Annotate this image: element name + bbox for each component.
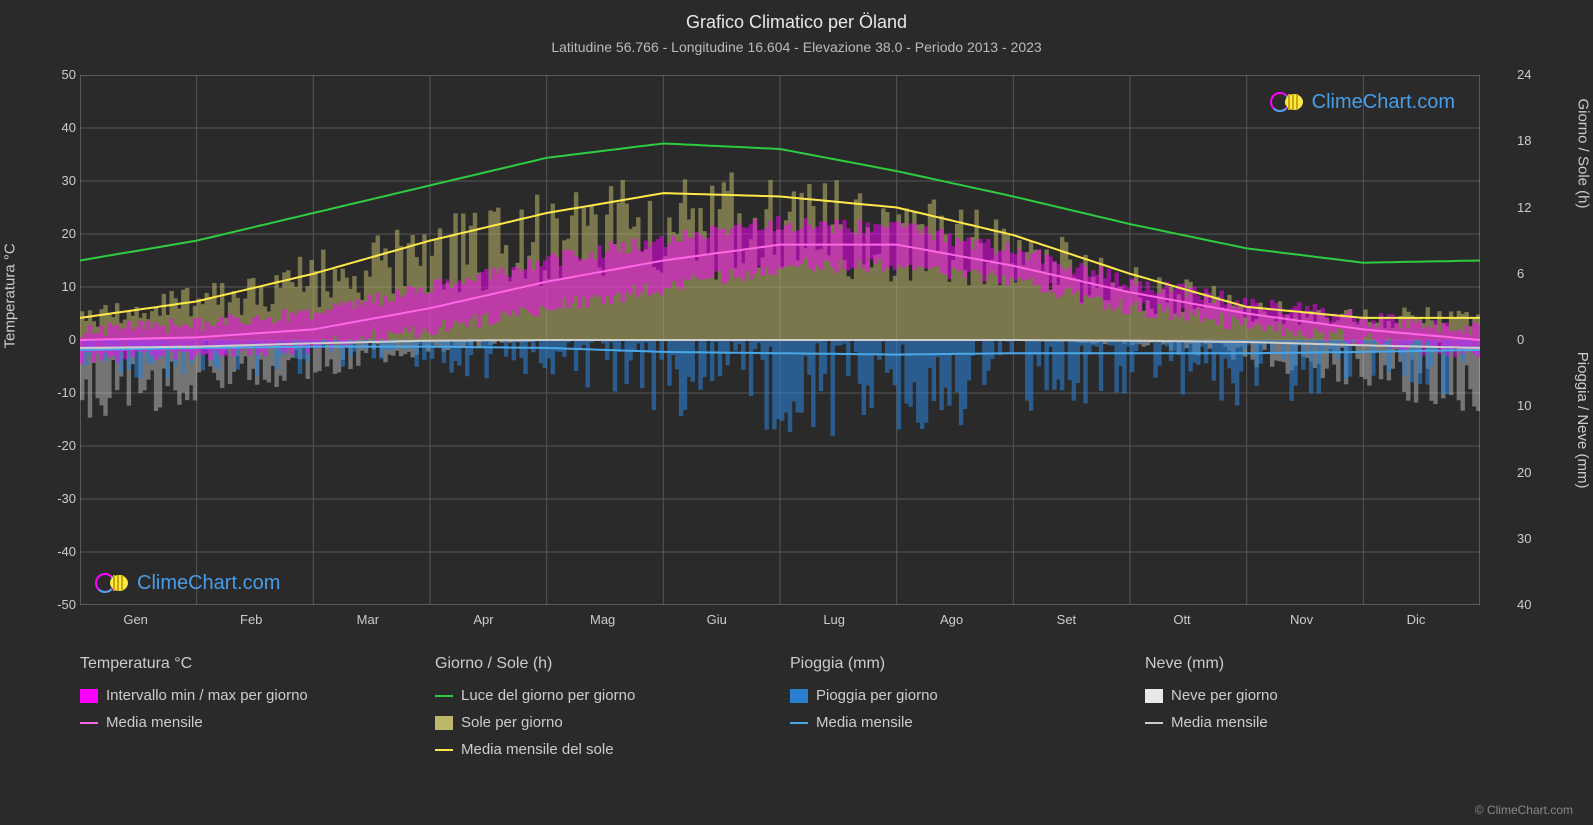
legend-item: Neve per giorno xyxy=(1145,687,1480,704)
plot-svg xyxy=(80,75,1480,605)
climate-chart-container: Grafico Climatico per Öland Latitudine 5… xyxy=(0,0,1593,825)
y-right-tick-hour: 18 xyxy=(1517,133,1531,148)
x-tick: Giu xyxy=(707,612,727,627)
legend-header: Pioggia (mm) xyxy=(790,655,1125,673)
legend-item: Media mensile del sole xyxy=(435,741,770,758)
x-tick: Mag xyxy=(590,612,615,627)
x-tick: Mar xyxy=(357,612,379,627)
x-tick: Set xyxy=(1057,612,1077,627)
legend-item: Pioggia per giorno xyxy=(790,687,1125,704)
y-left-tick: 20 xyxy=(62,226,76,241)
watermark-text: ClimeChart.com xyxy=(1312,91,1455,114)
legend-item: Media mensile xyxy=(80,714,415,731)
x-tick: Nov xyxy=(1290,612,1313,627)
y-left-tick: -50 xyxy=(57,597,76,612)
legend-group: Pioggia (mm) Pioggia per giorno Media mens… xyxy=(790,655,1125,758)
legend-swatch xyxy=(80,689,98,703)
y-left-tick: 50 xyxy=(62,67,76,82)
logo-icon xyxy=(1270,90,1306,114)
y-axis-right-bottom-label: Pioggia / Neve (mm) xyxy=(1575,352,1592,489)
legend-line xyxy=(435,695,453,697)
legend-line xyxy=(1145,722,1163,724)
chart-title: Grafico Climatico per Öland xyxy=(0,0,1593,33)
legend-label: Media mensile xyxy=(1171,714,1268,731)
legend-line xyxy=(435,749,453,751)
legend-item: Intervallo min / max per giorno xyxy=(80,687,415,704)
y-right-tick-hour: 24 xyxy=(1517,67,1531,82)
x-tick: Feb xyxy=(240,612,262,627)
y-right-tick-mm: 40 xyxy=(1517,597,1531,612)
legend-label: Media mensile del sole xyxy=(461,741,614,758)
y-left-tick: 0 xyxy=(69,332,76,347)
legend-label: Media mensile xyxy=(816,714,913,731)
chart-subtitle: Latitudine 56.766 - Longitudine 16.604 -… xyxy=(0,33,1593,55)
y-left-tick: 30 xyxy=(62,173,76,188)
legend-label: Pioggia per giorno xyxy=(816,687,938,704)
y-left-tick: -40 xyxy=(57,544,76,559)
legend-label: Sole per giorno xyxy=(461,714,563,731)
y-axis-right-top-label: Giorno / Sole (h) xyxy=(1575,98,1592,208)
y-left-tick: 40 xyxy=(62,120,76,135)
legend-line xyxy=(80,722,98,724)
y-axis-left-label: Temperatura °C xyxy=(2,243,19,348)
legend-label: Intervallo min / max per giorno xyxy=(106,687,308,704)
legend-line xyxy=(790,722,808,724)
y-left-tick: -10 xyxy=(57,385,76,400)
x-tick: Apr xyxy=(473,612,493,627)
watermark-bottom: ClimeChart.com xyxy=(95,571,280,595)
legend-swatch xyxy=(1145,689,1163,703)
x-tick: Ott xyxy=(1173,612,1190,627)
x-tick: Lug xyxy=(823,612,845,627)
logo-icon xyxy=(95,571,131,595)
y-right-tick-mm: 10 xyxy=(1517,398,1531,413)
legend-header: Giorno / Sole (h) xyxy=(435,655,770,673)
legend-swatch xyxy=(435,716,453,730)
x-tick: Dic xyxy=(1407,612,1426,627)
y-right-tick-hour: 0 xyxy=(1517,332,1524,347)
legend-item: Luce del giorno per giorno xyxy=(435,687,770,704)
legend-item: Media mensile xyxy=(1145,714,1480,731)
x-tick: Gen xyxy=(123,612,148,627)
legend-item: Media mensile xyxy=(790,714,1125,731)
copyright-text: © ClimeChart.com xyxy=(1475,803,1573,817)
watermark-text: ClimeChart.com xyxy=(137,572,280,595)
y-right-tick-mm: 20 xyxy=(1517,465,1531,480)
y-left-tick: -30 xyxy=(57,491,76,506)
legend: Temperatura °C Intervallo min / max per g… xyxy=(80,655,1480,758)
y-left-tick: 10 xyxy=(62,279,76,294)
legend-label: Media mensile xyxy=(106,714,203,731)
legend-header: Temperatura °C xyxy=(80,655,415,673)
legend-label: Luce del giorno per giorno xyxy=(461,687,635,704)
x-tick: Ago xyxy=(940,612,963,627)
legend-item: Sole per giorno xyxy=(435,714,770,731)
y-right-tick-mm: 30 xyxy=(1517,531,1531,546)
plot-area: ClimeChart.com ClimeChart.com xyxy=(80,75,1480,605)
y-right-tick-hour: 6 xyxy=(1517,266,1524,281)
y-right-tick-hour: 12 xyxy=(1517,200,1531,215)
y-left-tick: -20 xyxy=(57,438,76,453)
legend-swatch xyxy=(790,689,808,703)
legend-group: Neve (mm) Neve per giorno Media mensile xyxy=(1145,655,1480,758)
x-axis-ticks: Gen Feb Mar Apr Mag Giu Lug Ago Set Ott Nov Dic xyxy=(80,610,1480,635)
legend-group: Giorno / Sole (h) Luce del giorno per gio… xyxy=(435,655,770,758)
watermark-top: ClimeChart.com xyxy=(1270,90,1455,114)
legend-header: Neve (mm) xyxy=(1145,655,1480,673)
y-axis-left-ticks: -50-40-30-20-1001020304050 xyxy=(40,75,80,605)
y-axis-right-ticks: 0612182410203040 xyxy=(1513,75,1553,605)
legend-label: Neve per giorno xyxy=(1171,687,1278,704)
legend-group: Temperatura °C Intervallo min / max per g… xyxy=(80,655,415,758)
